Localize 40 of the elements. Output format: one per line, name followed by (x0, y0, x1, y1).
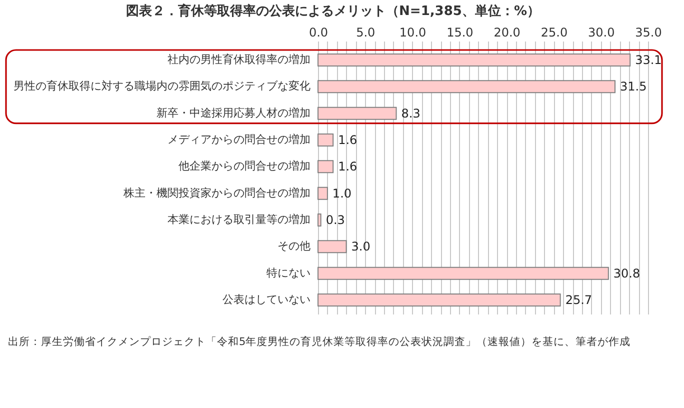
x-tick-label: 5.0 (356, 26, 376, 40)
x-tick-label: 25.0 (540, 26, 568, 40)
x-tick-label: 30.0 (588, 26, 615, 40)
bar (318, 106, 397, 120)
y-tick-label: 社内の男性育休取得率の増加 (168, 53, 310, 66)
data-label: 33.1 (635, 53, 662, 67)
y-tick-label: メディアからの問合せの増加 (168, 133, 310, 146)
bar (318, 266, 609, 280)
y-tick-label: 他企業からの問合せの増加 (178, 160, 310, 173)
bar (318, 54, 631, 66)
y-tick-label: 男性の育休取得に対する職場内の雰囲気のポジティブな変化 (14, 80, 310, 93)
bar (318, 186, 328, 200)
y-tick-label: 特にない (266, 266, 310, 280)
chart-title: 図表２．育休等取得率の公表によるメリット（N=1,385、単位：%） (126, 3, 540, 19)
data-label: 1.0 (332, 186, 352, 200)
x-tick-label: 35.0 (635, 26, 662, 40)
y-tick-label: 公表はしていない (222, 293, 310, 306)
data-label: 0.3 (326, 213, 345, 227)
y-tick-label: 株主・機関投資家からの問合せの増加 (122, 186, 310, 200)
y-tick-label: その他 (278, 240, 310, 253)
bar (318, 160, 334, 174)
bar (318, 240, 347, 254)
x-tick-label: 10.0 (399, 26, 426, 40)
x-tick-label: 0.0 (308, 26, 328, 40)
data-label: 1.6 (338, 133, 358, 147)
bar (318, 294, 561, 306)
data-label: 1.6 (338, 160, 358, 174)
data-label: 8.3 (401, 106, 420, 120)
y-tick-label: 新卒・中途採用応募人材の増加 (156, 106, 310, 120)
y-tick-label: 本業における取引量等の増加 (168, 213, 310, 226)
data-label: 25.7 (565, 293, 592, 307)
data-label: 31.5 (620, 80, 647, 94)
bar (318, 134, 334, 146)
bar (318, 214, 322, 226)
x-tick-label: 20.0 (494, 26, 520, 40)
data-label: 3.0 (351, 240, 370, 254)
x-tick-label: 15.0 (446, 26, 474, 40)
data-label: 30.8 (613, 266, 640, 280)
bar (318, 80, 616, 94)
text: 出所：厚生労働省イクメンプロジェクト「令和5年度男性の育児休業等取得率の公表状況調査」（速報値）を基に、筆者が作成 (8, 335, 631, 348)
